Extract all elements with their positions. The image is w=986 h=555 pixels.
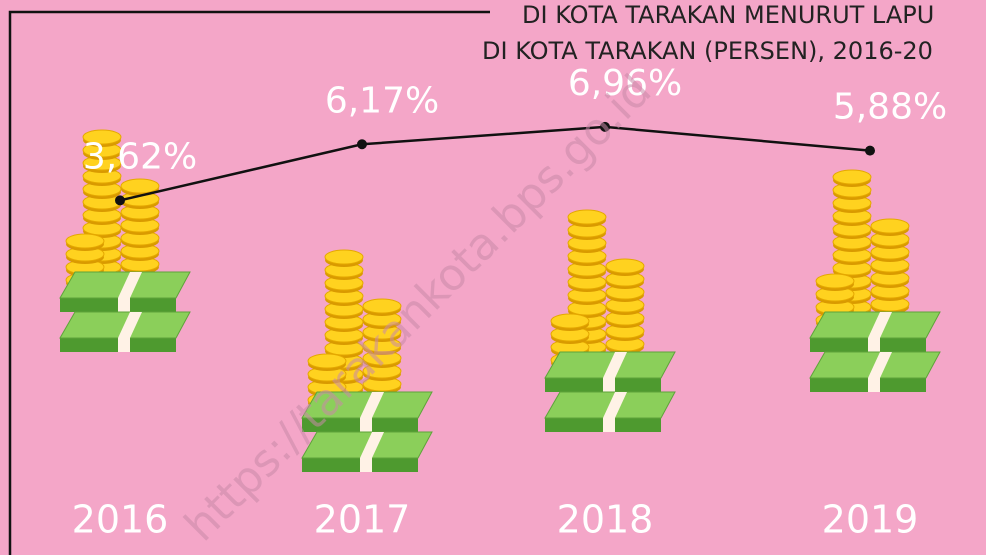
money-band: [868, 378, 880, 392]
coin: [871, 219, 909, 233]
value-label: 5,88%: [833, 87, 947, 128]
money-band: [118, 298, 130, 312]
coin: [325, 250, 363, 264]
point: [357, 139, 367, 149]
coin: [606, 259, 644, 273]
category-label: 2018: [557, 498, 654, 542]
category-label: 2016: [72, 498, 169, 542]
money-band: [603, 418, 615, 432]
money-band: [868, 338, 880, 352]
title-line: DI KOTA TARAKAN (PERSEN), 2016-20: [482, 37, 933, 65]
money-band: [603, 378, 615, 392]
coin: [551, 314, 589, 328]
point: [115, 195, 125, 205]
title-line: DI KOTA TARAKAN MENURUT LAPU: [522, 1, 934, 29]
coin: [121, 179, 159, 193]
coin: [568, 210, 606, 224]
money-band: [360, 418, 372, 432]
coin: [833, 170, 871, 184]
money-band: [360, 458, 372, 472]
coin: [816, 274, 854, 288]
point: [865, 146, 875, 156]
coin: [66, 234, 104, 248]
chart: DI KOTA TARAKAN MENURUT LAPU DI KOTA TAR…: [0, 0, 986, 555]
category-label: 2019: [822, 498, 919, 542]
category-label: 2017: [314, 498, 411, 542]
value-label: 3,62%: [83, 136, 197, 177]
value-label: 6,17%: [325, 80, 439, 121]
money-band: [118, 338, 130, 352]
